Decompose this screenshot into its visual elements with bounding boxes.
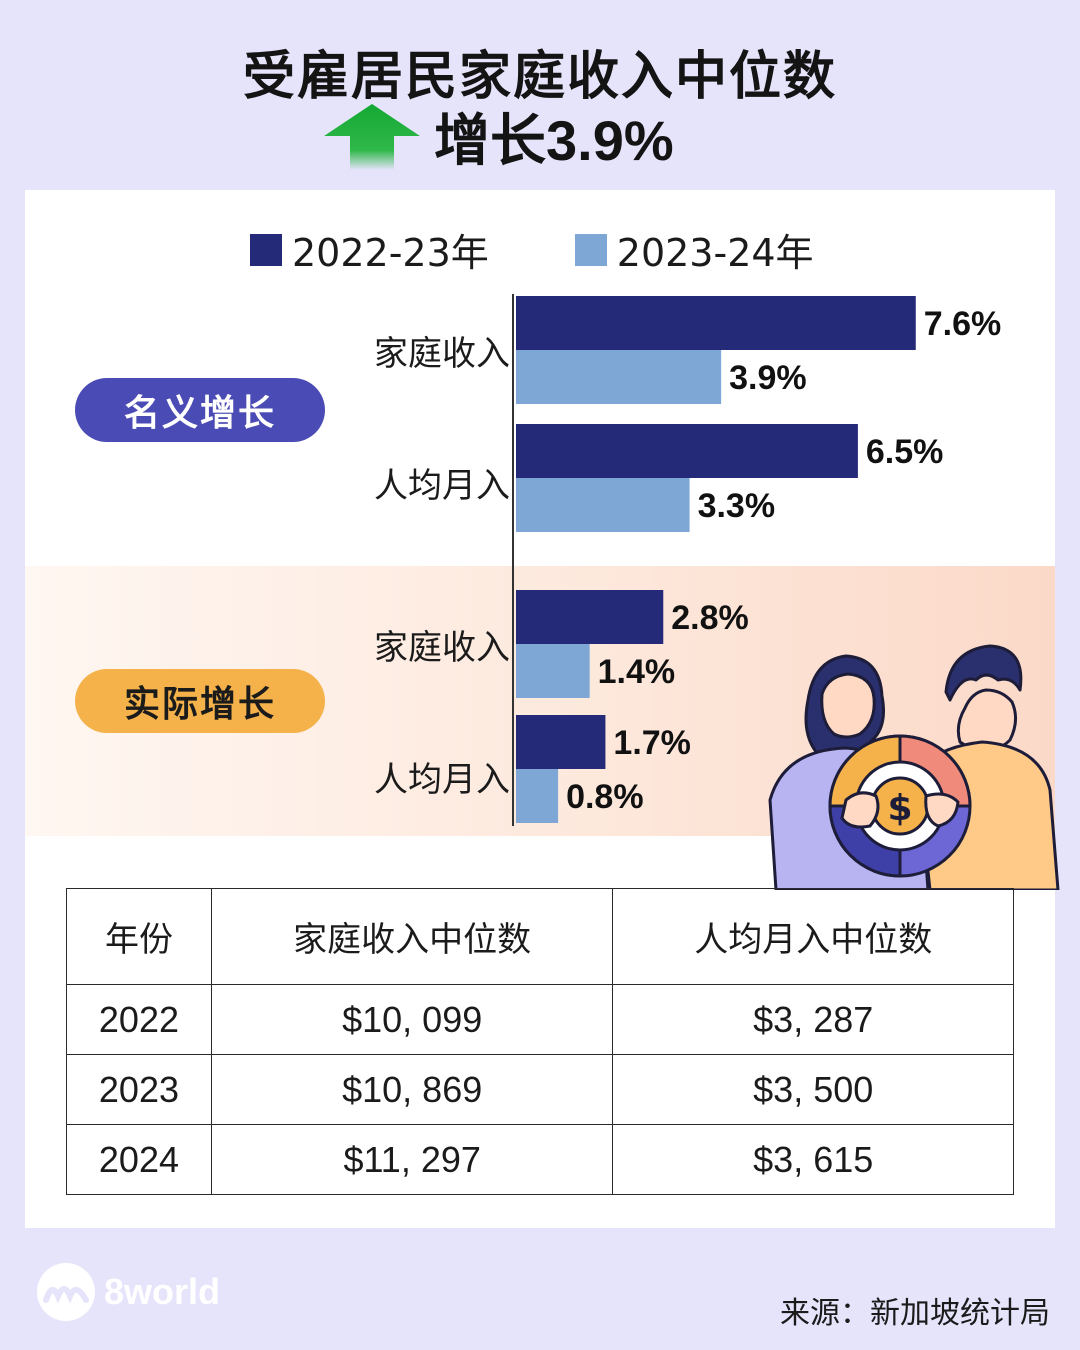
bar-value-label: 3.3% [698, 487, 776, 525]
legend-label: 2022-23年 [292, 231, 489, 275]
real-growth-pill: 实际增长 [75, 669, 325, 733]
legend-item-2022-23: 2022-23年 [250, 222, 489, 277]
income-table: 年份 家庭收入中位数 人均月入中位数 2022 $10, 099 $3, 287… [66, 888, 1014, 1195]
category-label: 家庭收入 [374, 334, 510, 374]
legend-item-2023-24: 2023-24年 [574, 222, 814, 277]
bar [516, 296, 916, 350]
table-cell: $10, 869 [210, 1054, 614, 1125]
bar [516, 350, 722, 404]
category-label: 家庭收入 [374, 628, 510, 668]
table-cell: $11, 297 [210, 1124, 614, 1195]
chart-legend: 2022-23年 2023-24年 [250, 222, 900, 277]
bar-value-label: 2.8% [671, 599, 749, 637]
bar [516, 644, 590, 698]
legend-label: 2023-24年 [616, 231, 814, 275]
brand-name: 8world [104, 1271, 221, 1312]
table-cell: $3, 615 [612, 1124, 1014, 1195]
table-cell: $3, 287 [612, 984, 1014, 1055]
bar-value-label: 1.7% [613, 724, 691, 762]
bar-value-label: 0.8% [566, 778, 644, 816]
8world-logo-icon [37, 1263, 95, 1321]
legend-swatch-light [574, 233, 607, 266]
source-note: 来源：新加坡统计局 [780, 1296, 1050, 1331]
table-row: 2024 $11, 297 $3, 615 [66, 1124, 1014, 1195]
people-illustration: $ [768, 644, 1060, 890]
table-cell: $3, 500 [612, 1054, 1014, 1125]
up-arrow-icon [324, 104, 420, 170]
table-header-cell: 人均月入中位数 [612, 888, 1014, 985]
bar-value-label: 3.9% [729, 359, 807, 397]
bar-value-label: 7.6% [924, 305, 1002, 343]
page-title: 受雇居民家庭收入中位数 [242, 47, 837, 107]
table-header-cell: 家庭收入中位数 [210, 888, 614, 985]
table-row: 2023 $10, 869 $3, 500 [66, 1054, 1014, 1125]
table-cell: $10, 099 [210, 984, 614, 1055]
table-cell: 2023 [66, 1054, 212, 1125]
nominal-growth-pill: 名义增长 [75, 378, 325, 442]
subtitle-growth: 增长3.9% [434, 108, 674, 172]
bar [516, 715, 606, 769]
brand-logo: 8world [36, 1262, 220, 1322]
bar [516, 769, 559, 823]
bar [516, 478, 690, 532]
bar-value-label: 1.4% [598, 653, 676, 691]
table-header-row: 年份 家庭收入中位数 人均月入中位数 [66, 888, 1014, 985]
subtitle-row: 增长3.9% [322, 100, 674, 172]
svg-text:$: $ [887, 788, 912, 829]
bar [516, 590, 664, 644]
bar-value-label: 6.5% [866, 433, 944, 471]
legend-swatch-dark [250, 233, 282, 266]
bar-layer: 7.6% 3.9% 6.5% 3.3% 2.8% 1.4% 1.7% 0.8% [516, 296, 1001, 823]
table-header-cell: 年份 [66, 888, 212, 985]
bar [516, 424, 858, 478]
category-label: 人均月入 [374, 760, 510, 800]
table-row: 2022 $10, 099 $3, 287 [66, 984, 1014, 1055]
table-cell: 2024 [66, 1124, 212, 1195]
category-label: 人均月入 [374, 466, 510, 506]
table-cell: 2022 [66, 984, 212, 1055]
